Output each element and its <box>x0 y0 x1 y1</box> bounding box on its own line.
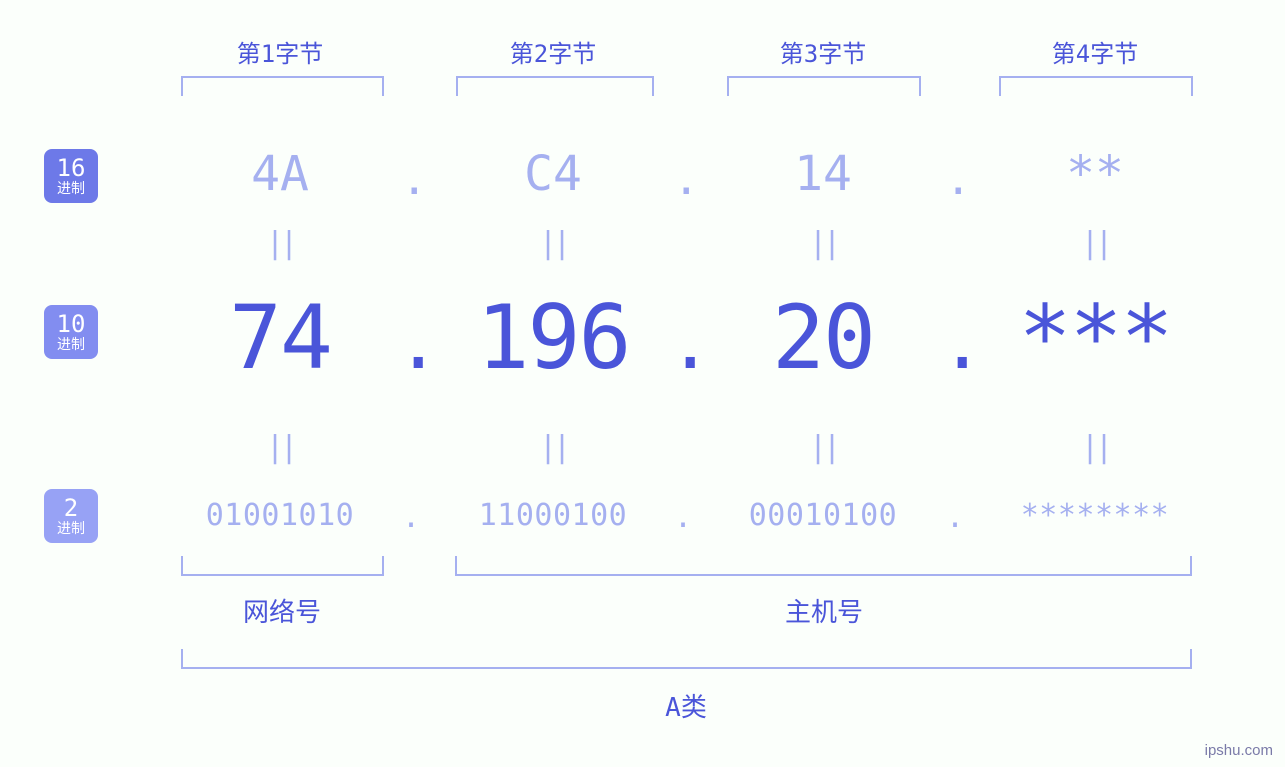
hex-dot-3: . <box>945 154 965 205</box>
top-bracket-1 <box>181 76 384 96</box>
host-bracket <box>455 556 1192 576</box>
watermark: ipshu.com <box>1205 742 1273 759</box>
host-label: 主机号 <box>744 592 904 629</box>
bin-byte-1: 01001010 <box>155 498 405 533</box>
equals-mark: || <box>803 430 843 465</box>
hex-dot-2: . <box>673 154 693 205</box>
bin-dot-2: . <box>673 500 693 535</box>
equals-mark: || <box>260 226 300 261</box>
radix-badge-num: 10 <box>57 312 86 336</box>
byte-label-4: 第4字节 <box>995 34 1195 69</box>
radix-badge-hex: 16 进制 <box>44 149 98 203</box>
radix-badge-dec: 10 进制 <box>44 305 98 359</box>
dec-byte-2: 196 <box>433 286 673 389</box>
net-label: 网络号 <box>202 592 362 629</box>
top-bracket-2 <box>456 76 654 96</box>
equals-mark: || <box>1075 226 1115 261</box>
class-bracket <box>181 649 1192 669</box>
radix-badge-sub: 进制 <box>57 338 85 352</box>
equals-mark: || <box>1075 430 1115 465</box>
bin-byte-4: ******** <box>970 498 1220 533</box>
dec-dot-3: . <box>940 300 970 386</box>
top-bracket-3 <box>727 76 921 96</box>
equals-mark: || <box>533 430 573 465</box>
net-bracket <box>181 556 384 576</box>
dec-dot-1: . <box>396 300 426 386</box>
radix-badge-num: 16 <box>57 156 86 180</box>
dec-byte-1: 74 <box>160 286 400 389</box>
equals-mark: || <box>803 226 843 261</box>
dec-dot-2: . <box>668 300 698 386</box>
hex-byte-2: C4 <box>443 146 663 202</box>
byte-label-1: 第1字节 <box>180 34 380 69</box>
dec-byte-3: 20 <box>703 286 943 389</box>
bin-dot-3: . <box>945 500 965 535</box>
radix-badge-sub: 进制 <box>57 522 85 536</box>
hex-byte-4: ** <box>985 146 1205 202</box>
equals-mark: || <box>533 226 573 261</box>
bin-byte-2: 11000100 <box>428 498 678 533</box>
top-bracket-4 <box>999 76 1193 96</box>
byte-label-2: 第2字节 <box>453 34 653 69</box>
radix-badge-num: 2 <box>64 496 78 520</box>
class-label: A类 <box>606 687 766 724</box>
radix-badge-bin: 2 进制 <box>44 489 98 543</box>
dec-byte-4: *** <box>975 286 1215 389</box>
hex-byte-3: 14 <box>713 146 933 202</box>
radix-badge-sub: 进制 <box>57 182 85 196</box>
bin-dot-1: . <box>401 500 421 535</box>
hex-byte-1: 4A <box>170 146 390 202</box>
hex-dot-1: . <box>401 154 421 205</box>
bin-byte-3: 00010100 <box>698 498 948 533</box>
byte-label-3: 第3字节 <box>723 34 923 69</box>
equals-mark: || <box>260 430 300 465</box>
